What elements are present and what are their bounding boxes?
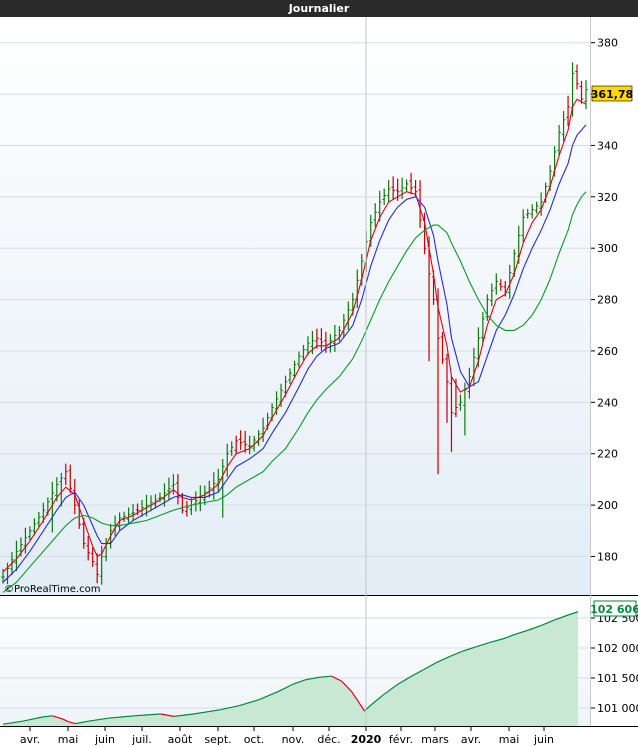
equity-tick-label: 101 000 <box>597 702 638 715</box>
equity-line-segment <box>68 721 76 725</box>
moving-averages <box>2 98 587 593</box>
moving-average-line <box>2 191 587 593</box>
date-axis: avr. mai juin juil. août sept. oct. nov. déc. 202… <box>20 17 554 746</box>
equity-line-segment <box>567 611 579 616</box>
equity-line-segment <box>150 713 161 716</box>
price-tick-label: 200 <box>597 499 618 512</box>
price-tick-label: 380 <box>597 37 618 50</box>
equity-line-segment <box>193 709 220 715</box>
equity-badge-box <box>593 600 637 617</box>
equity-line-segment <box>134 714 151 717</box>
equity-line-segment <box>410 669 424 678</box>
equity-line-segment <box>160 713 174 717</box>
date-tick-label: mai <box>499 733 520 746</box>
equity-line-segment <box>357 700 365 712</box>
price-tick-label: 300 <box>597 242 618 255</box>
moving-average-line <box>2 124 587 583</box>
date-tick-label: déc. <box>317 733 340 746</box>
date-tick-label: juin <box>533 733 554 746</box>
chart-title: Journalier <box>0 0 638 17</box>
price-tick-label: 260 <box>597 345 618 358</box>
equity-line-segment <box>528 624 543 631</box>
price-badge-box <box>591 85 633 102</box>
date-tick-label: févr. <box>389 733 413 746</box>
moving-average-line <box>2 98 587 573</box>
equity-area-fill <box>3 611 578 726</box>
equity-line-segment <box>436 655 451 663</box>
equity-line-segment <box>75 720 89 725</box>
date-tick-label: mars <box>421 733 449 746</box>
equity-line-segment <box>475 642 490 648</box>
equity-line-segment <box>278 684 293 692</box>
equity-line-segment <box>350 690 359 702</box>
equity-area <box>2 611 579 726</box>
equity-line-segment <box>305 676 319 681</box>
equity-line-segment <box>515 629 529 635</box>
equity-line-segment <box>52 715 63 720</box>
equity-line-segment <box>340 680 352 692</box>
equity-line-segment <box>22 716 43 722</box>
date-tick-label: avr. <box>461 733 481 746</box>
equity-line-segment <box>108 715 135 719</box>
watermark: ©ProRealTime.com <box>4 584 100 595</box>
date-tick-label: juin <box>94 733 115 746</box>
date-tick-label: sept. <box>204 733 231 746</box>
equity-line-segment <box>489 638 503 644</box>
price-tick-label: 180 <box>597 550 618 563</box>
equity-line-segment <box>462 646 477 652</box>
equity-line-segment <box>423 661 438 671</box>
equity-badge-label: 102 606 <box>590 603 638 616</box>
equity-tick-label: 101 500 <box>597 672 638 685</box>
equity-line-segment <box>173 713 194 717</box>
date-tick-label: juil. <box>131 733 152 746</box>
equity-line-segment <box>331 675 342 682</box>
equity-line-segment <box>2 720 23 725</box>
upper-panel-background <box>0 17 590 595</box>
equity-line-segment <box>383 684 398 695</box>
price-tick-label: 220 <box>597 448 618 461</box>
equity-line-segment <box>291 679 306 686</box>
equity-line-segment <box>502 633 516 640</box>
equity-line-segment <box>42 715 53 718</box>
price-tick-label: 320 <box>597 191 618 204</box>
date-tick-label: 2020 <box>351 733 382 746</box>
equity-line-segment <box>239 699 260 707</box>
equity-line-segment <box>61 718 69 723</box>
equity-line-segment <box>370 693 385 706</box>
price-tick-label: 280 <box>597 294 618 307</box>
stock-chart: 180200220240260280300320340360380 361,78… <box>0 17 638 746</box>
date-tick-label: avr. <box>20 733 40 746</box>
price-tick-label: 240 <box>597 396 618 409</box>
equity-line-segment <box>541 619 556 626</box>
equity-line-segment <box>554 614 569 621</box>
equity-tick-label: 102 000 <box>597 642 638 655</box>
equity-line-segment <box>396 676 411 686</box>
upper-grid <box>0 42 590 557</box>
date-tick-label: août <box>168 733 193 746</box>
price-badge-label: 361,78 <box>591 88 633 101</box>
equity-line-segment <box>88 717 109 722</box>
equity-line-segment <box>259 690 280 701</box>
equity-line-segment <box>219 705 240 711</box>
price-tick-label: 340 <box>597 139 618 152</box>
equity-line-segment <box>318 675 332 678</box>
date-tick-label: nov. <box>282 733 305 746</box>
price-axis: 180200220240260280300320340360380 <box>590 37 618 563</box>
price-bars <box>1 62 588 585</box>
equity-line-segment <box>449 650 464 657</box>
date-tick-label: mai <box>58 733 79 746</box>
date-tick-label: oct. <box>244 733 265 746</box>
